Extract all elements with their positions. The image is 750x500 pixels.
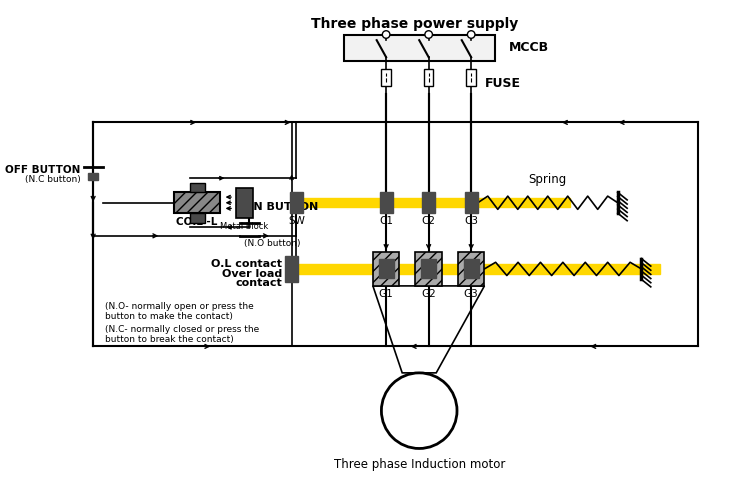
Text: contact: contact bbox=[236, 278, 282, 288]
Text: OFF BUTTON: OFF BUTTON bbox=[5, 164, 81, 174]
Bar bbox=[88, 172, 98, 180]
Circle shape bbox=[382, 373, 457, 448]
Bar bbox=[382, 69, 391, 86]
Bar bbox=[175, 192, 220, 213]
Bar bbox=[190, 213, 205, 222]
Text: (N.C button): (N.C button) bbox=[25, 174, 81, 184]
Text: Three phase power supply: Three phase power supply bbox=[310, 16, 518, 30]
Text: O.L contact: O.L contact bbox=[211, 259, 282, 269]
Bar bbox=[464, 260, 478, 278]
Bar bbox=[458, 252, 484, 286]
Circle shape bbox=[467, 30, 475, 38]
Bar bbox=[424, 69, 433, 86]
Bar bbox=[466, 69, 476, 86]
Text: G1: G1 bbox=[379, 288, 394, 298]
Bar bbox=[290, 192, 303, 213]
Text: C3: C3 bbox=[464, 216, 478, 226]
Bar bbox=[373, 252, 399, 286]
Bar bbox=[379, 260, 394, 278]
Text: MCCB: MCCB bbox=[509, 41, 549, 54]
Text: COIL -L: COIL -L bbox=[176, 217, 218, 227]
Bar bbox=[464, 192, 478, 213]
Bar bbox=[416, 252, 442, 286]
Bar bbox=[422, 192, 435, 213]
Text: C1: C1 bbox=[380, 216, 393, 226]
Text: M: M bbox=[408, 400, 430, 420]
Text: Metal block: Metal block bbox=[220, 222, 268, 230]
Text: Three phase Induction motor: Three phase Induction motor bbox=[334, 458, 505, 471]
Text: FUSE: FUSE bbox=[485, 77, 521, 90]
Bar bbox=[285, 256, 298, 282]
Text: Spring: Spring bbox=[529, 172, 567, 186]
Text: button to make the contact): button to make the contact) bbox=[106, 312, 233, 322]
Bar bbox=[292, 264, 660, 274]
Circle shape bbox=[425, 30, 433, 38]
Text: G2: G2 bbox=[422, 288, 436, 298]
Bar bbox=[380, 192, 393, 213]
Text: (N.O button): (N.O button) bbox=[244, 238, 301, 248]
Bar bbox=[344, 34, 495, 61]
Bar bbox=[190, 183, 205, 192]
Text: button to break the contact): button to break the contact) bbox=[106, 335, 234, 344]
Text: G3: G3 bbox=[464, 288, 478, 298]
Bar bbox=[421, 260, 436, 278]
Text: SW: SW bbox=[288, 216, 304, 226]
Text: ON BUTTON: ON BUTTON bbox=[244, 202, 319, 212]
Bar bbox=[296, 198, 571, 207]
Text: C2: C2 bbox=[422, 216, 436, 226]
Text: (N.C- normally closed or press the: (N.C- normally closed or press the bbox=[106, 324, 260, 334]
Circle shape bbox=[382, 30, 390, 38]
Text: Over load: Over load bbox=[222, 268, 282, 278]
Bar bbox=[236, 188, 253, 218]
Text: (N.O- normally open or press the: (N.O- normally open or press the bbox=[106, 302, 254, 311]
